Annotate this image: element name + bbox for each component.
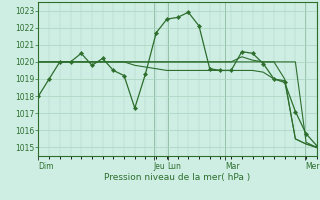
X-axis label: Pression niveau de la mer( hPa ): Pression niveau de la mer( hPa ) (104, 173, 251, 182)
